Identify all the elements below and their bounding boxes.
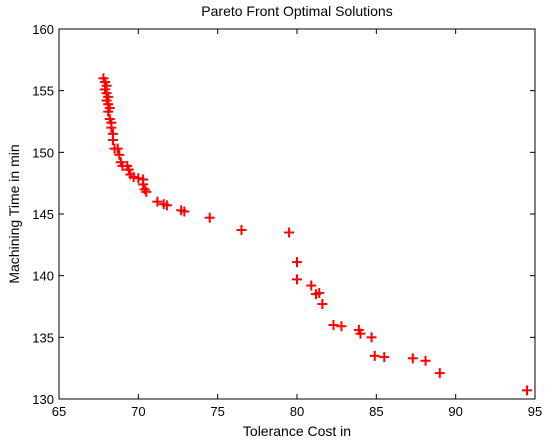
y-tick-label: 140 bbox=[32, 269, 54, 284]
data-point bbox=[114, 149, 125, 160]
data-point bbox=[379, 352, 390, 363]
y-tick-label: 155 bbox=[32, 84, 54, 99]
x-tick-label: 95 bbox=[528, 404, 542, 419]
data-points bbox=[98, 73, 533, 396]
data-point bbox=[123, 164, 134, 175]
data-point bbox=[407, 353, 418, 364]
data-point bbox=[369, 350, 380, 361]
data-point bbox=[284, 227, 295, 238]
data-point bbox=[128, 172, 139, 182]
x-tick-label: 90 bbox=[448, 404, 462, 419]
x-tick-label: 80 bbox=[290, 404, 304, 419]
x-tick-label: 70 bbox=[131, 404, 145, 419]
data-point bbox=[179, 206, 190, 217]
data-point bbox=[314, 287, 325, 298]
data-point bbox=[366, 332, 377, 343]
data-point bbox=[112, 143, 123, 154]
data-point bbox=[317, 299, 328, 310]
axis-ticks: 65 70 75 80 85 90 95 130 135 140 145 150 155 160 bbox=[32, 22, 542, 419]
data-point bbox=[292, 274, 302, 285]
data-point bbox=[420, 355, 431, 366]
data-point bbox=[106, 122, 117, 133]
x-tick-label: 85 bbox=[369, 404, 383, 419]
y-tick-label: 160 bbox=[32, 22, 54, 37]
x-tick-label: 75 bbox=[210, 404, 224, 419]
y-tick-label: 135 bbox=[32, 330, 54, 345]
data-point bbox=[355, 328, 366, 339]
data-point bbox=[103, 106, 114, 117]
data-point bbox=[138, 179, 149, 190]
data-point bbox=[328, 320, 339, 330]
data-point bbox=[236, 225, 247, 236]
data-point bbox=[161, 200, 172, 211]
plot-area bbox=[58, 28, 536, 400]
y-tick-label: 150 bbox=[32, 145, 54, 160]
y-tick-label: 130 bbox=[32, 392, 54, 407]
y-tick-label: 145 bbox=[32, 207, 54, 222]
chart-title: Pareto Front Optimal Solutions bbox=[201, 3, 392, 19]
data-point bbox=[107, 135, 118, 145]
data-point bbox=[434, 368, 445, 379]
data-point bbox=[522, 385, 533, 396]
y-axis-label: Machining Time in min bbox=[6, 144, 22, 283]
data-point bbox=[152, 196, 163, 207]
x-axis-label: Tolerance Cost in bbox=[243, 423, 351, 439]
data-point bbox=[133, 173, 144, 184]
data-point bbox=[336, 321, 347, 332]
data-point bbox=[141, 186, 152, 197]
x-tick-label: 65 bbox=[52, 404, 66, 419]
data-point bbox=[306, 280, 317, 291]
data-point bbox=[292, 257, 302, 268]
data-point bbox=[204, 212, 215, 223]
